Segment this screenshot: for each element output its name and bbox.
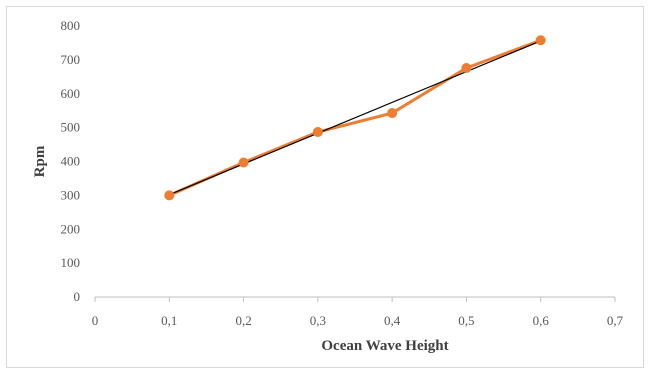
y-tick-label: 0 xyxy=(74,289,81,304)
y-tick-label: 500 xyxy=(61,120,81,135)
x-tick-label: 0,4 xyxy=(384,313,401,328)
y-tick-label: 800 xyxy=(61,18,81,33)
x-tick-label: 0,3 xyxy=(310,313,326,328)
x-tick-label: 0,6 xyxy=(533,313,550,328)
data-point xyxy=(387,108,398,119)
y-tick-labels: 0 100 200 300 400 500 600 700 800 xyxy=(61,18,81,304)
chart-frame xyxy=(6,6,644,368)
data-point xyxy=(164,190,175,201)
y-tick-label: 700 xyxy=(61,52,81,67)
y-tick-label: 300 xyxy=(61,187,81,202)
data-point xyxy=(461,63,472,74)
x-tick-label: 0,5 xyxy=(458,313,474,328)
data-point xyxy=(238,157,249,168)
y-tick-label: 200 xyxy=(61,221,81,236)
x-tick-label: 0 xyxy=(92,313,99,328)
series-line xyxy=(168,38,542,197)
x-tick-label: 0,1 xyxy=(161,313,177,328)
x-axis-title: Ocean Wave Height xyxy=(321,338,448,354)
trendline xyxy=(169,40,541,196)
data-point xyxy=(312,127,323,138)
x-tick-label: 0,2 xyxy=(235,313,251,328)
x-tick-marks xyxy=(94,297,616,302)
y-tick-label: 400 xyxy=(61,154,81,169)
y-tick-label: 600 xyxy=(61,86,81,101)
y-axis-title: Rpm xyxy=(32,145,48,177)
data-point xyxy=(535,35,546,46)
plot-area xyxy=(164,35,546,201)
x-tick-labels: 0 0,1 0,2 0,3 0,4 0,5 0,6 0,7 xyxy=(92,313,624,328)
y-tick-label: 100 xyxy=(61,255,81,270)
x-tick-label: 0,7 xyxy=(607,313,624,328)
